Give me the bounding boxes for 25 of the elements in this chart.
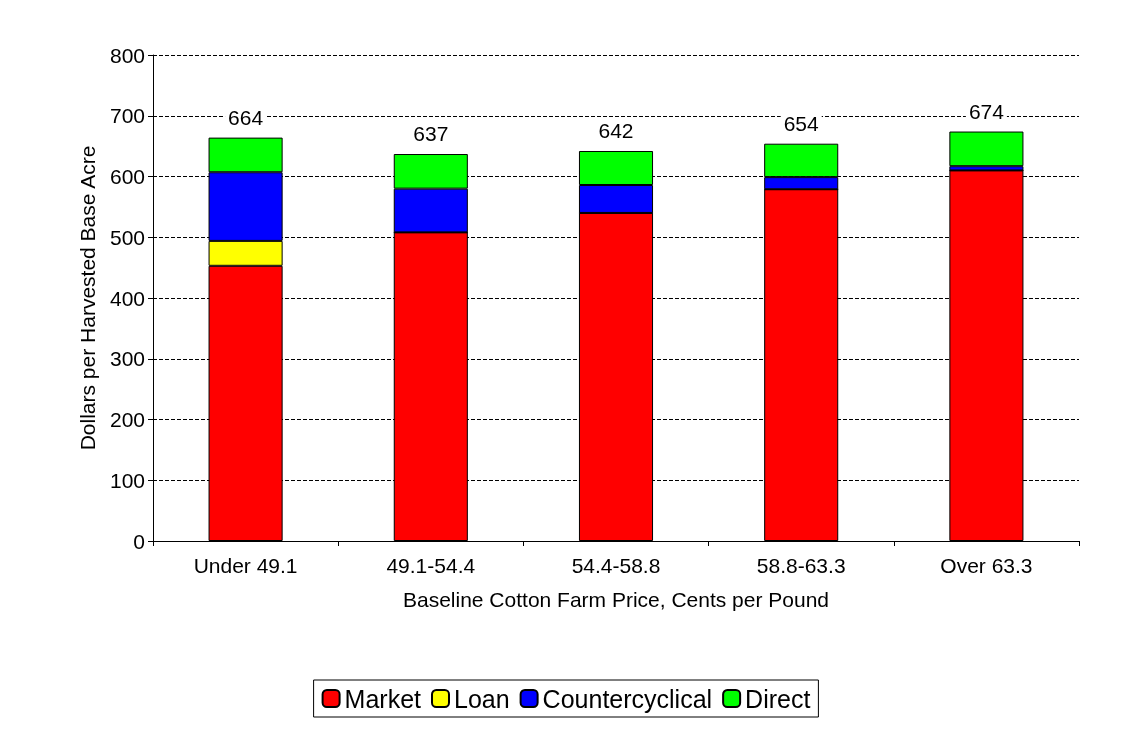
y-tick-label: 500 [109, 225, 145, 249]
legend-label: Loan [454, 684, 510, 713]
x-tick-label: 49.1-54.4 [386, 554, 476, 577]
x-axis-title: Baseline Cotton Farm Price, Cents per Pound [402, 588, 830, 611]
x-tick-label: Under 49.1 [193, 554, 298, 577]
x-tick-label: Over 63.3 [940, 554, 1033, 577]
y-tick-label: 0 [133, 529, 145, 553]
legend-label: Direct [745, 684, 811, 713]
x-tick-label: 54.4-58.8 [571, 554, 661, 577]
y-tick-label: 400 [109, 286, 145, 310]
total-label: 674 [968, 99, 1005, 123]
legend-label: Countercyclical [542, 684, 713, 713]
legend-label: Market [344, 684, 422, 713]
y-tick-label: 300 [109, 347, 145, 371]
y-tick-label: 100 [109, 468, 145, 492]
total-label: 642 [598, 118, 634, 142]
y-tick-label: 200 [109, 408, 145, 431]
y-tick-label: 800 [109, 43, 145, 67]
total-label: 637 [413, 122, 449, 146]
y-tick-label: 600 [109, 165, 145, 188]
y-axis-title: Dollars per Harvested Base Acre [76, 145, 99, 451]
x-tick-label: 58.8-63.3 [756, 554, 846, 577]
total-label: 654 [783, 111, 820, 135]
total-label: 664 [228, 105, 264, 129]
y-tick-label: 700 [109, 104, 145, 128]
